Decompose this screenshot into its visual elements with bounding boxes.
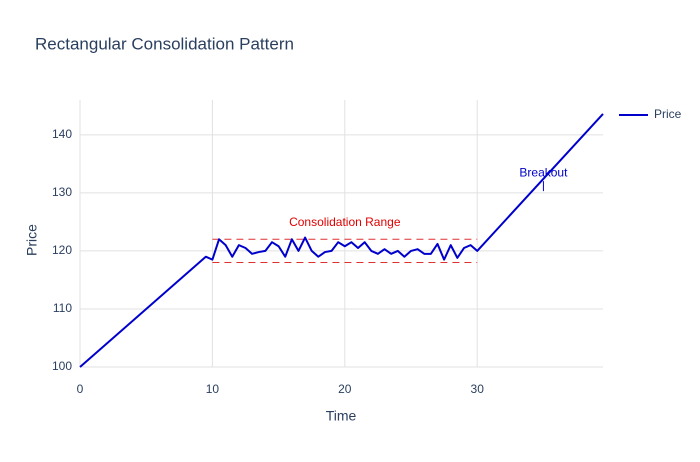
- y-axis-label: Price: [24, 224, 40, 256]
- annotation: Consolidation Range: [289, 215, 401, 229]
- legend-label: Price: [654, 107, 682, 121]
- y-tick-label: 120: [52, 243, 72, 257]
- y-tick-label: 140: [52, 127, 72, 141]
- price-line: [79, 113, 604, 368]
- x-tick-label: 10: [206, 382, 220, 396]
- y-tick-label: 100: [52, 359, 72, 373]
- x-tick-label: 20: [338, 382, 352, 396]
- y-tick-label: 130: [52, 185, 72, 199]
- annotation: Breakout: [519, 165, 568, 179]
- x-axis-label: Time: [326, 408, 357, 424]
- chart-title: Rectangular Consolidation Pattern: [35, 34, 294, 53]
- x-tick-label: 30: [471, 382, 485, 396]
- x-tick-label: 0: [77, 382, 84, 396]
- y-tick-label: 110: [53, 301, 72, 315]
